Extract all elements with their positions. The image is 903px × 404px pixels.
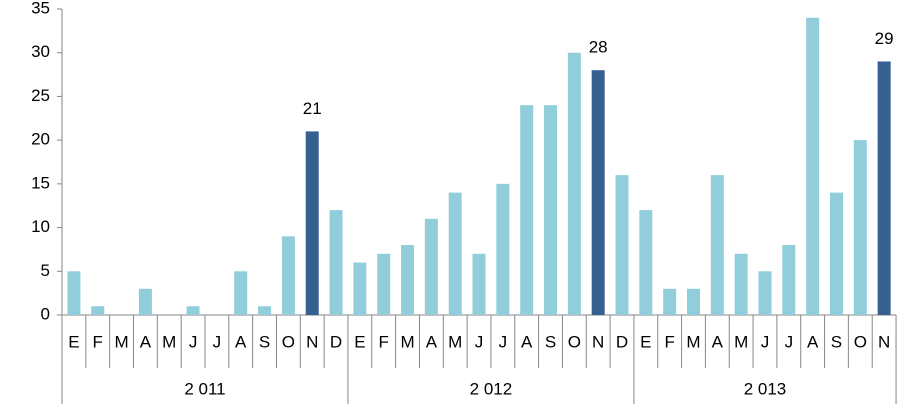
bar	[853, 140, 867, 315]
bar	[496, 183, 510, 315]
x-tick-label: E	[68, 332, 79, 351]
bar	[305, 131, 319, 315]
x-tick-label: M	[114, 332, 128, 351]
bar	[686, 288, 700, 315]
x-tick-label: S	[545, 332, 556, 351]
x-tick-label: A	[521, 332, 533, 351]
y-tick-label: 20	[31, 130, 50, 149]
x-tick-label: D	[616, 332, 628, 351]
x-tick-label: J	[785, 332, 794, 351]
bar	[544, 105, 558, 316]
bar	[591, 70, 605, 315]
bar	[377, 253, 391, 315]
bar	[401, 245, 415, 315]
x-tick-label: J	[189, 332, 198, 351]
x-tick-label: S	[831, 332, 842, 351]
bar	[258, 306, 272, 315]
x-tick-label: J	[499, 332, 508, 351]
x-tick-label: O	[282, 332, 295, 351]
bar	[734, 253, 748, 315]
bar	[67, 271, 81, 315]
bar	[424, 218, 438, 315]
bar	[281, 236, 295, 315]
group-label: 2 013	[744, 379, 787, 398]
bar	[806, 17, 820, 315]
x-tick-label: N	[878, 332, 890, 351]
bar	[663, 288, 677, 315]
bar	[782, 245, 796, 315]
bar	[329, 210, 343, 315]
bar	[353, 262, 367, 315]
y-tick-label: 25	[31, 86, 50, 105]
x-tick-label: J	[475, 332, 484, 351]
data-label: 21	[303, 99, 322, 118]
x-tick-label: M	[734, 332, 748, 351]
group-label: 2 011	[184, 379, 225, 398]
x-tick-label: J	[213, 332, 222, 351]
data-label: 29	[875, 29, 894, 48]
y-tick-label: 5	[41, 261, 50, 280]
x-tick-label: N	[306, 332, 318, 351]
bar	[91, 306, 105, 315]
group-label: 2 012	[470, 379, 513, 398]
x-tick-label: J	[761, 332, 770, 351]
x-tick-label: A	[712, 332, 724, 351]
bar	[877, 61, 891, 316]
bar	[615, 175, 629, 315]
bar	[639, 210, 653, 315]
x-tick-label: S	[259, 332, 270, 351]
bar	[758, 271, 772, 315]
x-tick-label: A	[140, 332, 152, 351]
x-tick-label: N	[592, 332, 604, 351]
x-tick-label: O	[854, 332, 867, 351]
x-tick-label: A	[807, 332, 819, 351]
y-tick-label: 35	[31, 0, 50, 17]
x-tick-label: A	[235, 332, 247, 351]
bar	[520, 105, 534, 316]
x-tick-label: F	[379, 332, 389, 351]
bar	[448, 192, 462, 315]
x-tick-label: F	[664, 332, 674, 351]
bar	[138, 288, 152, 315]
data-label: 28	[589, 38, 608, 57]
x-tick-label: M	[448, 332, 462, 351]
bar	[234, 271, 248, 315]
bar	[472, 253, 486, 315]
y-tick-label: 10	[31, 217, 50, 236]
bar	[829, 192, 843, 315]
bar	[186, 306, 200, 315]
x-tick-label: M	[400, 332, 414, 351]
x-tick-label: E	[354, 332, 365, 351]
y-tick-label: 0	[41, 304, 50, 323]
x-tick-label: M	[162, 332, 176, 351]
y-tick-label: 30	[31, 42, 50, 61]
x-tick-label: A	[426, 332, 438, 351]
x-tick-label: D	[330, 332, 342, 351]
x-tick-label: O	[568, 332, 581, 351]
x-tick-label: M	[686, 332, 700, 351]
x-tick-label: F	[93, 332, 103, 351]
y-tick-label: 15	[31, 173, 50, 192]
x-tick-label: E	[640, 332, 651, 351]
bar	[710, 175, 724, 315]
bar	[567, 52, 581, 315]
